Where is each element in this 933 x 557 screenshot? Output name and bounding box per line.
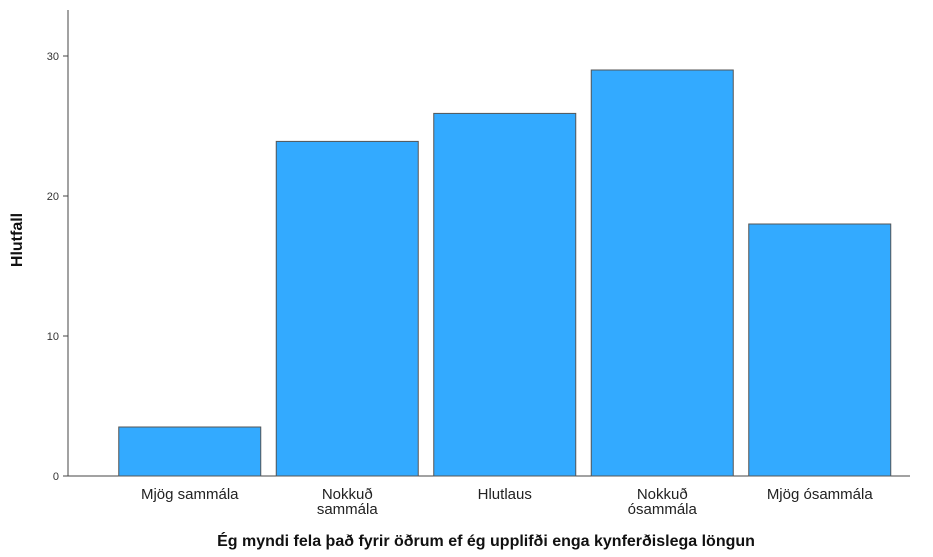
y-axis-title: Hlutfall	[9, 213, 26, 267]
x-tick-label: Mjög ósammála	[767, 486, 874, 503]
x-tick-label: Mjög sammála	[141, 486, 239, 503]
bar	[748, 223, 892, 477]
bar	[433, 112, 577, 477]
bar	[590, 69, 734, 477]
bar	[275, 140, 419, 477]
x-axis-title: Ég myndi fela það fyrir öðrum ef ég uppl…	[217, 531, 755, 550]
x-tick-label: Hlutlaus	[478, 486, 532, 503]
plot-area: 0 10 20 30 Mjög sammála Nokkuð sammála Hlutlaus…	[47, 10, 910, 518]
x-tick-label: Nokkuð ósammála	[628, 486, 698, 518]
y-tick-label: 0	[53, 471, 59, 483]
y-tick-label: 10	[47, 331, 59, 343]
x-tick-label: Nokkuð sammála	[317, 486, 379, 518]
bar	[118, 426, 262, 477]
y-tick-label: 20	[47, 191, 59, 203]
y-tick-label: 30	[47, 51, 59, 63]
